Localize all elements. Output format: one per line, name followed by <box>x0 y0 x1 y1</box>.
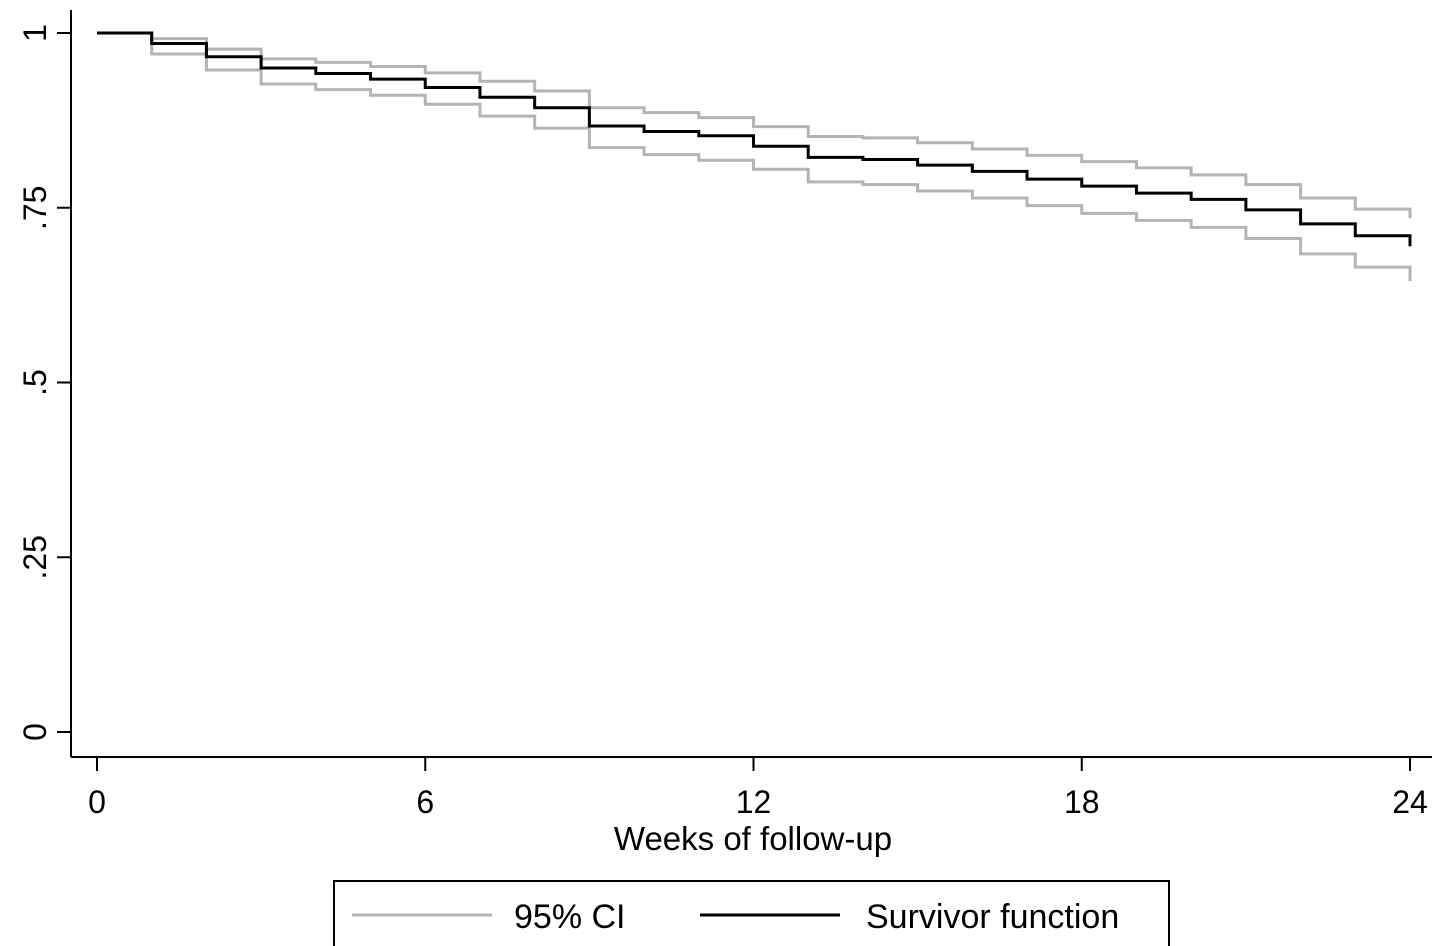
legend-label-ci: 95% CI <box>514 898 626 936</box>
x-tick-label: 6 <box>416 784 434 820</box>
survivor-function-line <box>97 31 1412 247</box>
legend: 95% CI Survivor function <box>333 880 1170 946</box>
y-tick-label: .25 <box>17 535 53 579</box>
y-tick-label: .75 <box>17 186 53 230</box>
y-tick-label: .5 <box>17 369 53 396</box>
x-axis: 0 6 12 18 24 <box>71 756 1432 820</box>
y-axis: 0 .25 .5 .75 1 <box>17 10 72 757</box>
x-tick-label: 12 <box>736 784 772 820</box>
plot-area <box>97 31 1412 282</box>
y-tick-label: 0 <box>17 723 53 741</box>
y-tick-label: 1 <box>17 24 53 42</box>
x-axis-title: Weeks of follow-up <box>614 820 892 857</box>
legend-label-survivor: Survivor function <box>866 898 1119 936</box>
x-tick-label: 0 <box>88 784 106 820</box>
ci-upper-line <box>97 31 1412 219</box>
x-tick-label: 24 <box>1392 784 1428 820</box>
x-tick-label: 18 <box>1064 784 1100 820</box>
ci-lower-line <box>97 31 1412 282</box>
